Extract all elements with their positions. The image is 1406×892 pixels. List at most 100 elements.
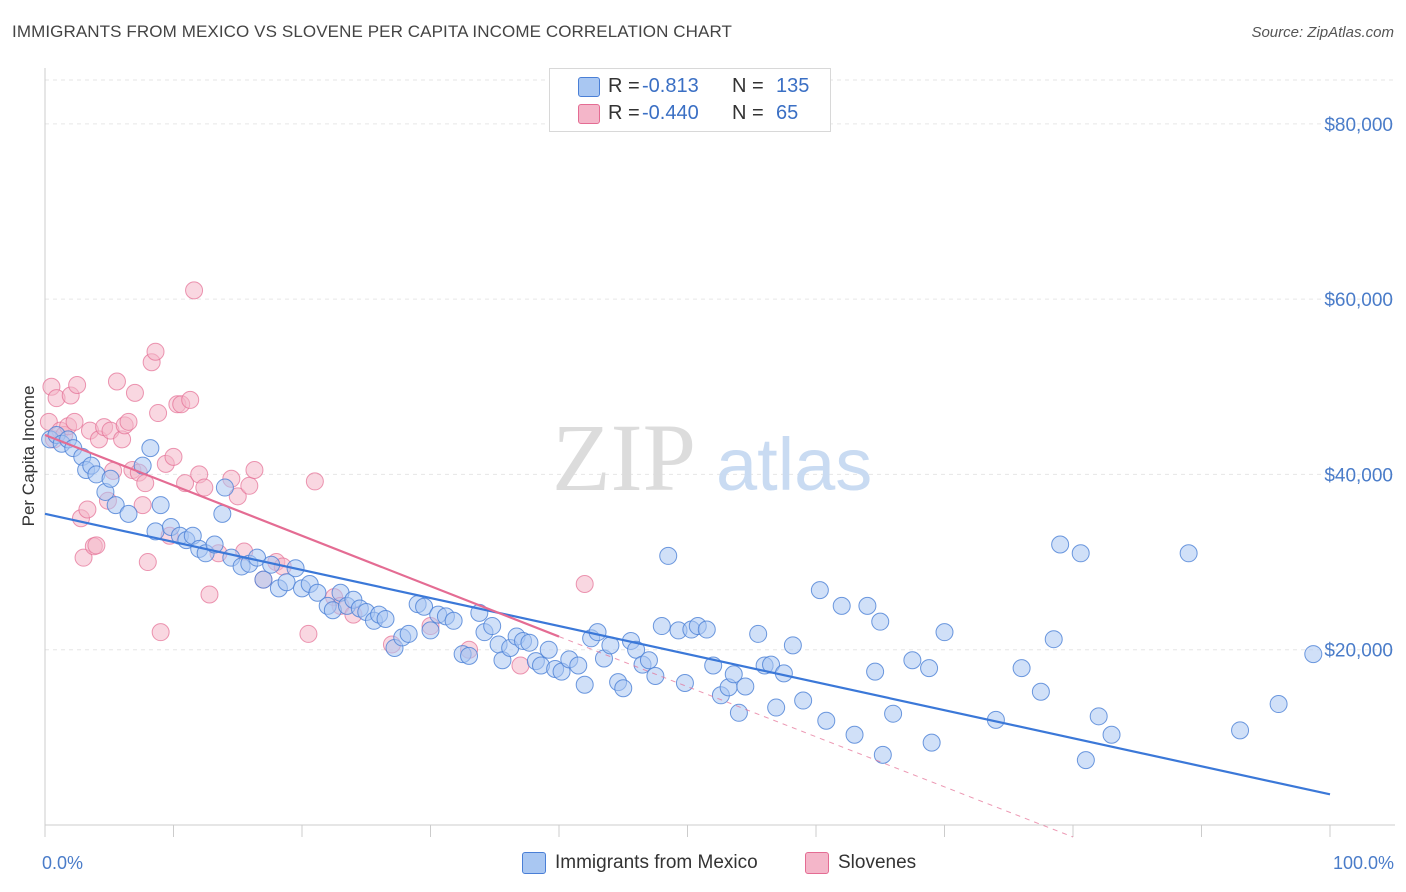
y-tick-label: $20,000 [1324,641,1393,662]
point-mexico [935,623,954,642]
legend-r-value: -0.813 [642,74,699,97]
bottom-legend-swatch-slovenes [805,852,829,874]
point-mexico [1012,659,1031,678]
trend-lines [44,433,1331,838]
point-slovenes [511,656,530,675]
point-mexico [659,546,678,565]
point-mexico [646,667,665,685]
legend-row-slovenes: R = -0.440 N = 65 [550,100,830,126]
point-mexico [421,621,440,640]
point-mexico [415,597,434,616]
point-slovenes [228,487,247,506]
correlation-legend: R = -0.813 N = 135 R = -0.440 N = 65 [549,68,831,132]
point-slovenes [138,553,157,572]
legend-n-label: N = [732,101,764,124]
point-mexico [858,596,877,615]
point-slovenes [146,342,165,361]
point-mexico [376,610,395,629]
point-mexico [767,698,786,717]
source-label: Source: ZipAtlas.com [1251,24,1394,41]
point-mexico [277,573,296,592]
point-mexico [866,662,885,681]
point-mexico [729,703,748,722]
point-mexico [794,691,813,710]
bottom-legend-swatch-mexico [522,852,546,874]
point-mexico [697,620,716,639]
trend-extension-slovenes [558,636,1074,838]
point-mexico [922,733,941,752]
point-mexico [1179,544,1198,563]
point-mexico [920,659,939,678]
point-slovenes [107,372,126,391]
point-mexico [614,679,633,698]
point-slovenes [164,447,183,466]
point-mexico [460,646,479,665]
legend-n-label: N = [732,74,764,97]
legend-swatch-slovenes [578,104,600,124]
point-mexico [205,535,224,554]
point-mexico [1031,682,1050,701]
point-mexico [1044,630,1063,649]
point-slovenes [68,376,87,395]
point-mexico [1076,751,1095,770]
point-slovenes [200,585,219,604]
y-tick-label: $80,000 [1324,115,1393,136]
point-slovenes [575,574,594,593]
point-mexico [119,504,138,523]
legend-row-mexico: R = -0.813 N = 135 [550,73,830,99]
point-mexico [106,496,125,515]
point-mexico [1269,695,1288,714]
point-mexico [810,581,829,600]
point-mexico [101,469,120,488]
point-slovenes [195,478,214,497]
point-slovenes [74,548,93,567]
y-axis-label: Per Capita Income [19,386,38,527]
y-tick-label: $40,000 [1324,465,1393,486]
trend-line-slovenes [44,433,560,638]
point-mexico [627,640,646,659]
point-slovenes [305,472,324,491]
point-mexico [399,624,418,643]
point-slovenes [65,412,84,431]
legend-swatch-mexico [578,77,600,97]
legend-r-value: -0.440 [642,101,699,124]
point-mexico [749,624,768,643]
point-slovenes [181,390,200,409]
point-mexico [724,665,743,684]
point-slovenes [87,536,106,555]
point-mexico [1051,535,1070,554]
point-mexico [569,656,588,675]
point-mexico [675,674,694,693]
point-mexico [444,611,463,630]
point-slovenes [149,404,168,423]
watermark-atlas: atlas [716,423,872,506]
point-slovenes [151,623,170,642]
point-mexico [871,612,890,631]
trend-line-mexico [44,512,1331,796]
point-slovenes [299,624,318,643]
point-mexico [151,496,170,515]
point-slovenes [240,476,259,495]
point-mexico [575,675,594,694]
x-tick-label-start: 0.0% [42,853,83,873]
point-mexico [520,633,539,652]
chart-title: IMMIGRANTS FROM MEXICO VS SLOVENE PER CA… [12,22,733,41]
legend-n-value: 135 [776,74,810,97]
point-mexico [783,636,802,655]
point-slovenes [125,383,144,402]
point-mexico [884,704,903,723]
point-mexico [1089,707,1108,726]
bottom-legend-mexico: Immigrants from Mexico [555,852,758,873]
y-tick-label: $60,000 [1324,290,1393,311]
point-slovenes [133,496,152,515]
x-tick-label-end: 100.0% [1333,853,1394,873]
point-mexico [254,570,273,589]
point-mexico [1102,725,1121,744]
point-mexico [1304,645,1323,664]
point-slovenes [245,461,264,480]
legend-r-label: R = [608,101,640,124]
point-slovenes [185,281,204,300]
y-tick-labels: $20,000 $40,000 $60,000 $80,000 [1324,115,1393,662]
point-mexico [1071,544,1090,563]
